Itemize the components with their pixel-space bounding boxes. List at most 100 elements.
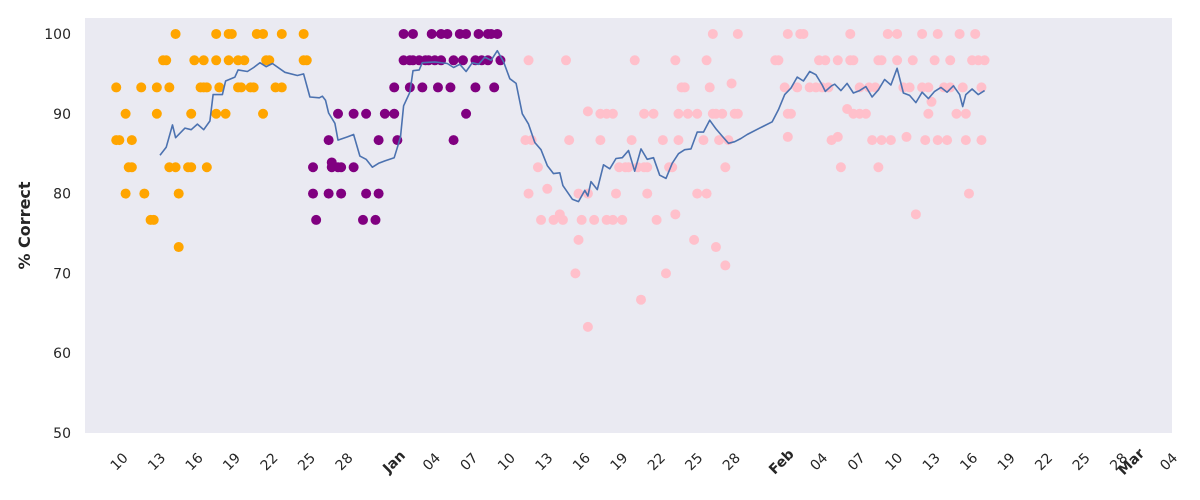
- scatter-point: [211, 55, 222, 66]
- scatter-point: [226, 28, 237, 39]
- scatter-point: [126, 162, 137, 173]
- y-tick-label: 80: [53, 187, 71, 203]
- scatter-point: [582, 321, 593, 332]
- scatter-point: [373, 188, 384, 199]
- scatter-point: [611, 188, 622, 199]
- x-tick-label: 13: [532, 450, 556, 474]
- scatter-point: [161, 55, 172, 66]
- y-tick-label: 50: [53, 426, 71, 442]
- scatter-point: [673, 135, 684, 146]
- scatter-point: [564, 135, 575, 146]
- scatter-point: [854, 82, 865, 93]
- scatter-point: [876, 55, 887, 66]
- scatter-series: [308, 28, 506, 225]
- scatter-point: [907, 55, 918, 66]
- scatter-point: [920, 135, 931, 146]
- scatter-point: [361, 188, 372, 199]
- scatter-point: [276, 28, 287, 39]
- y-axis-label: % Correct: [15, 181, 34, 269]
- scatter-point: [301, 55, 312, 66]
- scatter-point: [732, 28, 743, 39]
- scatter-point: [870, 82, 881, 93]
- scatter-point: [979, 55, 990, 66]
- scatter-point: [692, 108, 703, 119]
- scatter-point: [220, 108, 231, 119]
- x-tick-label: 22: [645, 450, 669, 474]
- scatter-point: [945, 82, 956, 93]
- scatter-point: [923, 82, 934, 93]
- scatter-point: [860, 108, 871, 119]
- scatter-point: [642, 188, 653, 199]
- scatter-point: [607, 108, 618, 119]
- scatter-point: [835, 162, 846, 173]
- scatter-point: [820, 55, 831, 66]
- scatter-point: [239, 55, 250, 66]
- x-tick-label: 04: [807, 450, 831, 474]
- scatter-point: [223, 55, 234, 66]
- scatter-point: [642, 162, 653, 173]
- scatter-point: [370, 214, 381, 225]
- scatter-point: [186, 162, 197, 173]
- scatter-point: [885, 135, 896, 146]
- scatter-point: [923, 108, 934, 119]
- scatter-point: [901, 131, 912, 142]
- y-tick-label: 60: [53, 346, 71, 362]
- scatter-point: [333, 108, 344, 119]
- scatter-point: [258, 28, 269, 39]
- scatter-point: [170, 28, 181, 39]
- scatter-point: [932, 28, 943, 39]
- scatter-point: [782, 131, 793, 142]
- scatter-point: [970, 28, 981, 39]
- scatter-point: [848, 55, 859, 66]
- scatter-point: [473, 28, 484, 39]
- scatter-point: [954, 28, 965, 39]
- scatter-point: [698, 135, 709, 146]
- scatter-point: [523, 55, 534, 66]
- x-tick-label: 07: [845, 450, 869, 474]
- scatter-point: [120, 188, 131, 199]
- scatter-point: [867, 135, 878, 146]
- scatter-point: [701, 188, 712, 199]
- scatter-point: [461, 108, 472, 119]
- x-tick-label: 22: [258, 450, 282, 474]
- scatter-point: [348, 162, 359, 173]
- scatter-series: [520, 28, 990, 332]
- scatter-point: [910, 209, 921, 220]
- scatter-point: [323, 135, 334, 146]
- scatter-point: [298, 28, 309, 39]
- x-tick-label: 19: [995, 450, 1019, 474]
- x-tick-label: 10: [495, 450, 519, 474]
- scatter-point: [582, 106, 593, 117]
- scatter-point: [926, 96, 937, 107]
- scatter-point: [389, 108, 400, 119]
- scatter-point: [120, 108, 131, 119]
- scatter-point: [932, 135, 943, 146]
- scatter-point: [557, 214, 568, 225]
- scatter-point: [445, 82, 456, 93]
- scatter-point: [617, 214, 628, 225]
- scatter-point: [151, 108, 162, 119]
- scatter-point: [876, 135, 887, 146]
- scatter-point: [773, 55, 784, 66]
- x-tick-label: 28: [333, 450, 357, 474]
- scatter-point: [720, 162, 731, 173]
- x-tick-label: Jan: [379, 448, 408, 477]
- scatter-point: [379, 108, 390, 119]
- scatter-point: [682, 108, 693, 119]
- scatter-point: [635, 294, 646, 305]
- scatter-point: [264, 55, 275, 66]
- scatter-point: [692, 188, 703, 199]
- scatter-point: [236, 82, 247, 93]
- scatter-point: [148, 214, 159, 225]
- scatter-point: [136, 82, 147, 93]
- scatter-point: [276, 82, 287, 93]
- scatter-point: [348, 108, 359, 119]
- scatter-point: [782, 28, 793, 39]
- scatter-point: [532, 162, 543, 173]
- scatter-point: [707, 28, 718, 39]
- scatter-point: [336, 188, 347, 199]
- scatter-point: [892, 55, 903, 66]
- scatter-point: [670, 55, 681, 66]
- scatter-point: [570, 268, 581, 279]
